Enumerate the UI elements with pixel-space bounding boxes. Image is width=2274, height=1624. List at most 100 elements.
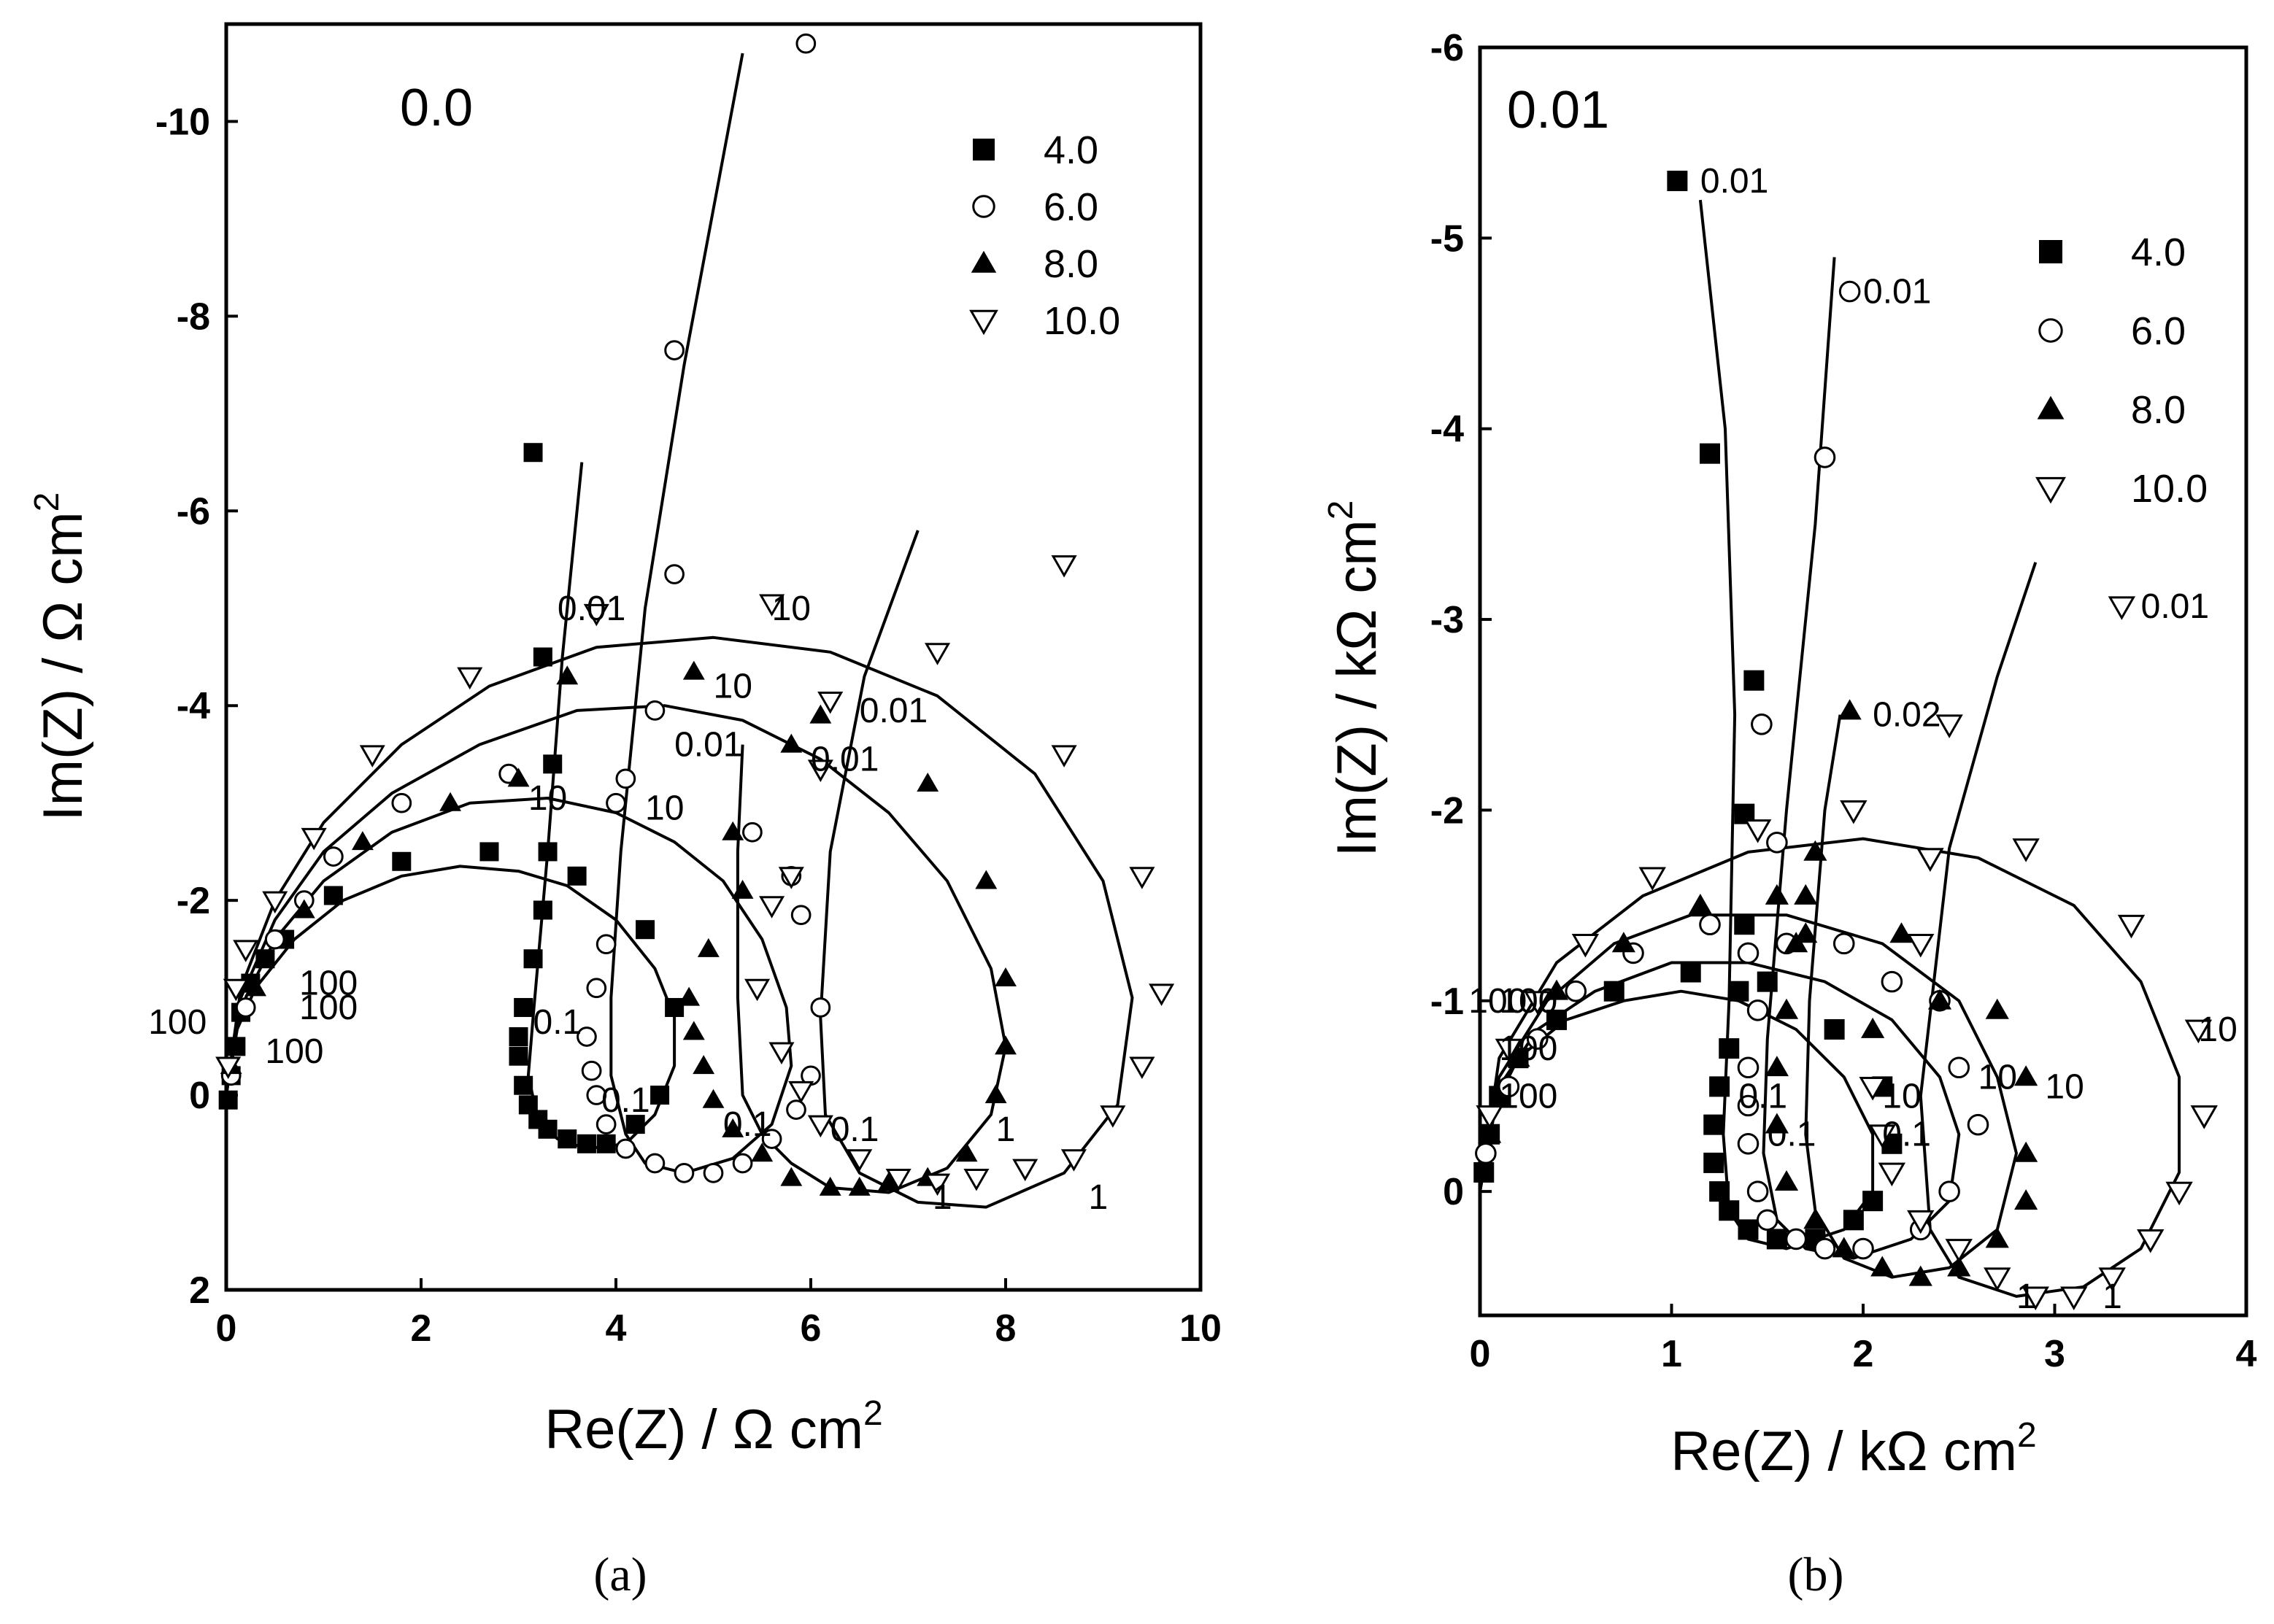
frequency-annotation: 0.01 xyxy=(811,741,879,779)
data-point-8.0 xyxy=(1544,979,1569,1000)
data-point-4.0 xyxy=(1719,1200,1740,1221)
data-point-10.0 xyxy=(1129,1056,1155,1079)
fit-curve-4 xyxy=(225,530,1134,1209)
frequency-annotation: 0.01 xyxy=(1863,273,1931,312)
data-point-6.0 xyxy=(615,1138,636,1159)
legend-marker-6.0 xyxy=(2038,318,2063,343)
y-tick-label: -5 xyxy=(1430,217,1464,260)
data-point-8.0 xyxy=(995,967,1017,986)
panel-label-b: (b) xyxy=(1788,1548,1844,1601)
data-point-8.0 xyxy=(439,792,461,811)
data-point-8.0 xyxy=(1506,1046,1530,1067)
data-point-10.0 xyxy=(1916,848,1944,872)
frequency-annotation: 0.1 xyxy=(1738,1077,1787,1115)
data-point-8.0 xyxy=(244,977,266,997)
frequency-annotation: 100 xyxy=(265,1032,323,1071)
fit-curve-1 xyxy=(1479,199,1875,1250)
axes-ticks-b: 0 1 2 3 4 0 -1 -2 -3 -4 -5 -6 xyxy=(1430,27,2257,1375)
data-point-6.0 xyxy=(674,1162,695,1183)
legend-marker-8.0 xyxy=(971,250,997,273)
data-point-6.0 xyxy=(732,1153,753,1174)
frequency-annotation: 0.01 xyxy=(2141,587,2209,626)
fit-curve-1 xyxy=(225,462,677,1151)
data-point-6.0 xyxy=(1814,1237,1836,1260)
data-point-6.0 xyxy=(664,564,685,584)
data-point-4.0 xyxy=(226,1037,246,1056)
data-point-6.0 xyxy=(1526,1028,1549,1050)
data-point-4.0 xyxy=(533,647,552,667)
data-point-6.0 xyxy=(323,846,344,867)
data-point-4.0 xyxy=(1703,1152,1724,1173)
data-point-4.0 xyxy=(509,1027,528,1046)
data-point-6.0 xyxy=(1737,1132,1760,1155)
data-point-10.0 xyxy=(1878,1162,1906,1187)
frequency-annotation: 0.1 xyxy=(830,1110,879,1149)
data-point-10.0 xyxy=(817,692,844,714)
data-point-8.0 xyxy=(877,1172,900,1191)
frequency-annotation: 100 xyxy=(1499,982,1557,1021)
data-point-8.0 xyxy=(351,831,374,851)
frequency-annotation: 0.01 xyxy=(674,726,742,765)
data-point-6.0 xyxy=(786,1099,806,1120)
data-point-8.0 xyxy=(780,733,803,753)
data-point-6.0 xyxy=(1746,1180,1769,1202)
data-point-6.0 xyxy=(596,934,617,955)
data-point-4.0 xyxy=(1709,1076,1730,1097)
data-point-6.0 xyxy=(1766,832,1788,854)
frequency-annotation: 10 xyxy=(1882,1077,1921,1115)
data-point-4.0 xyxy=(533,900,552,920)
data-point-10.0 xyxy=(807,1115,833,1138)
data-point-4.0 xyxy=(518,1095,538,1115)
frequency-annotation: 10 xyxy=(645,789,684,827)
data-point-4.0 xyxy=(1703,1114,1724,1135)
data-point-6.0 xyxy=(1737,942,1760,964)
data-point-4.0 xyxy=(1743,670,1765,691)
fit-curve-3 xyxy=(1479,714,2018,1279)
data-point-10.0 xyxy=(1868,1124,1896,1148)
data-point-4.0 xyxy=(1757,971,1778,992)
data-point-10.0 xyxy=(788,1080,814,1104)
data-point-4.0 xyxy=(596,1134,616,1153)
data-point-6.0 xyxy=(1967,1113,1989,1136)
legend-a: 4.0 6.0 8.0 10.0 xyxy=(969,128,1120,343)
data-point-10.0 xyxy=(2108,596,2136,620)
data-point-4.0 xyxy=(1862,1191,1884,1212)
data-point-10.0 xyxy=(1638,867,1666,891)
data-point-6.0 xyxy=(235,997,256,1018)
y-tick-label: -4 xyxy=(1430,409,1464,451)
data-point-4.0 xyxy=(218,1090,238,1110)
data-point-6.0 xyxy=(1498,1075,1520,1098)
y-tick-label: -8 xyxy=(177,295,210,338)
plot-frame-a xyxy=(224,22,1203,1292)
data-point-6.0 xyxy=(1814,446,1836,468)
y-axis-label-b: Im(Z) / kΩ cm2 xyxy=(1322,500,1388,857)
data-point-8.0 xyxy=(984,1084,1007,1104)
data-point-8.0 xyxy=(722,1118,744,1137)
x-tick-label: 0 xyxy=(216,1307,237,1350)
y-tick-label: -1 xyxy=(1430,981,1464,1023)
data-point-8.0 xyxy=(1838,699,1862,720)
data-point-8.0 xyxy=(1794,883,1818,905)
data-point-6.0 xyxy=(795,33,817,54)
data-point-10.0 xyxy=(2190,1105,2218,1129)
data-point-8.0 xyxy=(1985,1227,2009,1248)
frequency-annotation: 100 xyxy=(148,1003,207,1042)
data-point-8.0 xyxy=(2014,1189,2038,1210)
data-point-4.0 xyxy=(636,920,655,940)
y-tick-label: -10 xyxy=(155,101,210,143)
corner-label-a: 0.0 xyxy=(400,79,473,137)
data-point-8.0 xyxy=(1774,998,1799,1019)
data-point-10.0 xyxy=(925,1173,951,1196)
x-tick-label: 6 xyxy=(801,1307,822,1350)
y-tick-label: -2 xyxy=(1430,789,1464,832)
data-point-4.0 xyxy=(1603,981,1624,1002)
data-point-4.0 xyxy=(479,842,499,862)
legend-b: 4.0 6.0 8.0 10.0 xyxy=(2035,231,2208,511)
frequency-annotation: 10 xyxy=(2045,1067,2084,1106)
legend-label: 6.0 xyxy=(1044,185,1098,229)
data-point-4.0 xyxy=(558,1129,577,1149)
data-point-10.0 xyxy=(1495,1038,1523,1063)
frequency-annotation: 0.01 xyxy=(860,692,928,730)
data-point-10.0 xyxy=(1129,867,1155,889)
